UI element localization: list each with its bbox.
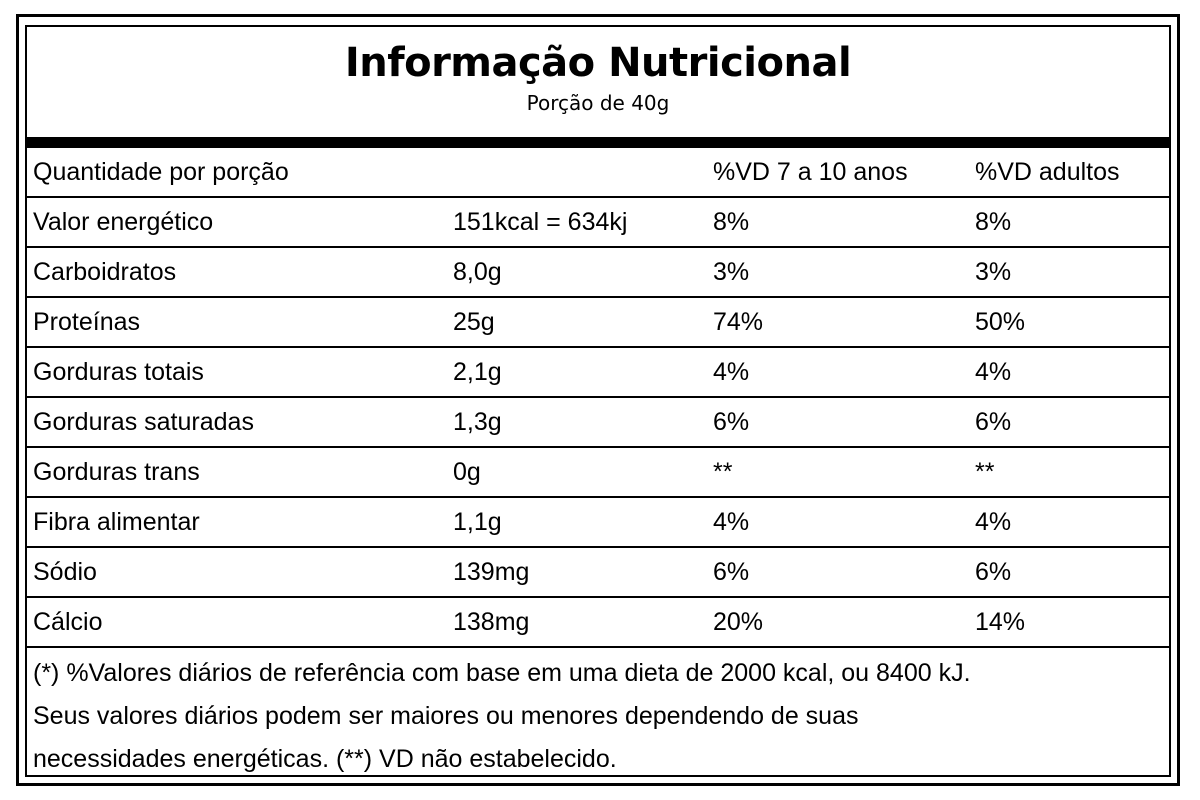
nutrient-amount: 151kcal = 634kj — [453, 208, 628, 236]
vd-adults: 4% — [975, 358, 1012, 386]
label-header: Informação Nutricional Porção de 40g — [27, 27, 1169, 137]
vd-children: 3% — [713, 258, 750, 286]
nutrient-name: Gorduras saturadas — [33, 408, 254, 436]
vd-adults: ** — [975, 458, 995, 486]
table-row: Gorduras saturadas 1,3g 6% 6% — [27, 398, 1169, 448]
vd-adults: 6% — [975, 558, 1012, 586]
nutrient-name: Proteínas — [33, 308, 141, 336]
vd-children: 4% — [713, 508, 750, 536]
vd-children: 6% — [713, 408, 750, 436]
nutrient-amount: 139mg — [453, 558, 530, 586]
table-header-row: Quantidade por porção %VD 7 a 10 anos %V… — [27, 148, 1169, 198]
table-row: Gorduras totais 2,1g 4% 4% — [27, 348, 1169, 398]
header-vd-children: %VD 7 a 10 anos — [713, 158, 908, 186]
nutrition-label: Informação Nutricional Porção de 40g Qua… — [16, 14, 1180, 786]
table-row: Fibra alimentar 1,1g 4% 4% — [27, 498, 1169, 548]
nutrient-name: Carboidratos — [33, 258, 177, 286]
nutrient-name: Sódio — [33, 558, 97, 586]
vd-adults: 50% — [975, 308, 1026, 336]
nutrient-amount: 8,0g — [453, 258, 502, 286]
nutrient-amount: 1,1g — [453, 508, 502, 536]
nutrient-name: Fibra alimentar — [33, 508, 200, 536]
vd-adults: 4% — [975, 508, 1012, 536]
nutrient-amount: 0g — [453, 458, 481, 486]
nutrient-name: Valor energético — [33, 208, 214, 236]
vd-children: 8% — [713, 208, 750, 236]
nutrient-name: Gorduras trans — [33, 458, 200, 486]
header-quantity: Quantidade por porção — [33, 158, 289, 186]
header-vd-adults: %VD adultos — [975, 158, 1120, 186]
vd-adults: 8% — [975, 208, 1012, 236]
label-subtitle: Porção de 40g — [526, 91, 670, 115]
nutrient-amount: 138mg — [453, 608, 530, 636]
vd-adults: 3% — [975, 258, 1012, 286]
footnote: (*) %Valores diários de referência com b… — [27, 648, 1169, 781]
nutrient-name: Cálcio — [33, 608, 103, 636]
table-row: Valor energético 151kcal = 634kj 8% 8% — [27, 198, 1169, 248]
table-row: Carboidratos 8,0g 3% 3% — [27, 248, 1169, 298]
nutrient-name: Gorduras totais — [33, 358, 204, 386]
vd-children: 74% — [713, 308, 764, 336]
vd-children: 20% — [713, 608, 764, 636]
vd-children: 6% — [713, 558, 750, 586]
nutrition-label-inner: Informação Nutricional Porção de 40g Qua… — [25, 25, 1171, 777]
nutrient-amount: 25g — [453, 308, 495, 336]
footnote-line: (*) %Valores diários de referência com b… — [33, 659, 971, 687]
table-row: Cálcio 138mg 20% 14% — [27, 598, 1169, 648]
table-row: Gorduras trans 0g ** ** — [27, 448, 1169, 498]
footnote-line: necessidades energéticas. (**) VD não es… — [33, 745, 617, 773]
thick-divider — [27, 137, 1169, 148]
vd-children: ** — [713, 458, 733, 486]
nutrient-amount: 2,1g — [453, 358, 502, 386]
table-row: Sódio 139mg 6% 6% — [27, 548, 1169, 598]
footnote-line: Seus valores diários podem ser maiores o… — [33, 702, 859, 730]
nutrient-amount: 1,3g — [453, 408, 502, 436]
vd-children: 4% — [713, 358, 750, 386]
table-row: Proteínas 25g 74% 50% — [27, 298, 1169, 348]
vd-adults: 6% — [975, 408, 1012, 436]
vd-adults: 14% — [975, 608, 1026, 636]
label-title: Informação Nutricional — [344, 40, 852, 86]
